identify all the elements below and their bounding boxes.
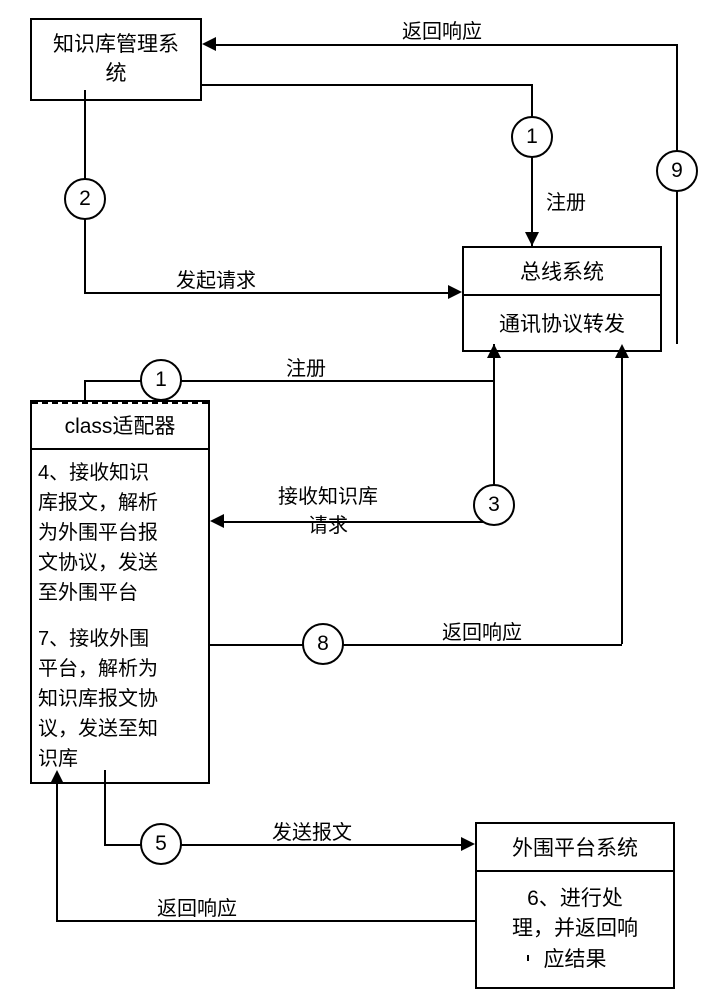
edge-return-bot-h (56, 920, 475, 922)
edge-register-top-v (531, 84, 533, 246)
circle-1-top: 1 (511, 116, 553, 158)
knowledge-system-box: 知识库管理系统 (30, 18, 202, 101)
arrowhead-return-response-top (202, 37, 216, 51)
arrowhead-return-bot (50, 770, 64, 784)
label-recv-kb: 接收知识库请求 (278, 480, 378, 538)
platform-header: 外围平台系统 (477, 824, 673, 872)
label-register-top: 注册 (546, 186, 586, 215)
arrowhead-request (448, 285, 462, 299)
adapter-box: class适配器 4、接收知识库报文，解析为外围平台报文协议，发送至外围平台 7… (30, 400, 210, 784)
edge-return-bot-v2 (56, 784, 58, 920)
label-register-mid: 注册 (286, 352, 326, 381)
edge-return-response-top (216, 44, 677, 46)
edge-send-v (104, 770, 106, 844)
circle-9: 9 (656, 150, 698, 192)
edge-return-mid-v (621, 358, 623, 644)
circle-2: 2 (64, 178, 106, 220)
platform-box: 外围平台系统 6、进行处理，并返回响应结果 (475, 822, 675, 989)
label-send: 发送报文 (272, 816, 352, 845)
knowledge-system-label: 知识库管理系统 (32, 20, 200, 99)
edge-return-mid-h (210, 644, 622, 646)
edge-register-mid-v1 (84, 380, 86, 400)
label-return-mid: 返回响应 (442, 616, 522, 645)
label-return-response-top: 返回响应 (402, 15, 482, 44)
arrowhead-recv-kb (210, 514, 224, 528)
adapter-divider (32, 402, 208, 404)
platform-step6: 6、进行处理，并返回响应结果 (477, 872, 673, 987)
edge-9-vertical (676, 44, 678, 344)
bus-system-box: 总线系统 通讯协议转发 (462, 246, 662, 352)
label-return-bot: 返回响应 (157, 892, 237, 921)
edge-request-h (84, 292, 448, 294)
adapter-step4: 4、接收知识库报文，解析为外围平台报文协议，发送至外围平台 (32, 450, 208, 616)
circle-1-mid: 1 (140, 359, 182, 401)
edge-return-bot-v1 (527, 955, 529, 961)
label-request: 发起请求 (176, 264, 256, 293)
bus-system-content: 通讯协议转发 (464, 296, 660, 350)
arrowhead-register-top (525, 232, 539, 246)
edge-register-top-h (202, 84, 532, 86)
adapter-step7: 7、接收外围平台，解析为知识库报文协议，发送至知识库 (32, 616, 208, 782)
arrowhead-return-mid (615, 344, 629, 358)
circle-3: 3 (473, 484, 515, 526)
circle-5: 5 (140, 823, 182, 865)
circle-8: 8 (302, 623, 344, 665)
adapter-header: class适配器 (32, 402, 208, 450)
bus-system-header: 总线系统 (464, 248, 660, 296)
arrowhead-send (461, 837, 475, 851)
